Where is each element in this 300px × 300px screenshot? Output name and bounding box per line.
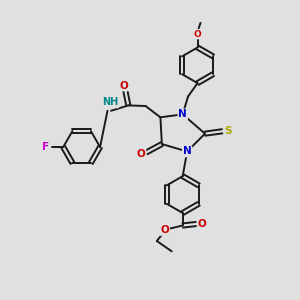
Text: NH: NH <box>102 98 118 107</box>
Text: N: N <box>183 146 191 157</box>
Text: F: F <box>42 142 50 152</box>
Text: O: O <box>137 149 146 159</box>
Text: S: S <box>224 126 232 136</box>
Text: O: O <box>194 30 201 39</box>
Text: O: O <box>119 80 128 91</box>
Text: O: O <box>160 225 169 235</box>
Text: O: O <box>198 219 206 229</box>
Text: N: N <box>178 109 187 119</box>
